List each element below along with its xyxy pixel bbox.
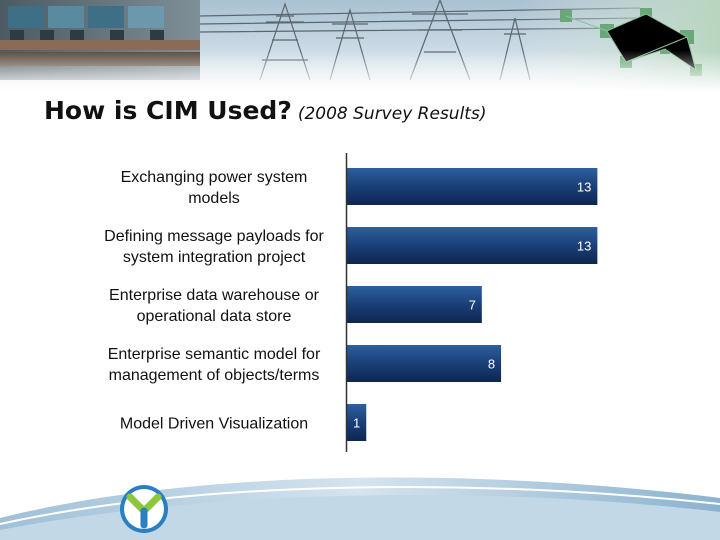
bar-value-label-4: 8	[488, 357, 495, 372]
category-label-1: Exchanging power system models	[121, 169, 308, 207]
survey-bar-chart: 13 13 7 8 1 Exchanging power system models Def…	[104, 153, 598, 452]
category-label-5: Model Driven Visualization	[120, 416, 308, 433]
bar-value-label-3: 7	[469, 298, 476, 313]
category-label-2: Defining message payloads for system inte…	[104, 228, 324, 266]
bar-2	[347, 227, 598, 264]
bar-value-label-2: 13	[577, 239, 591, 254]
bar-5	[347, 404, 367, 441]
cim-logo-icon	[120, 485, 168, 533]
slide-title-main: How is CIM Used?	[44, 96, 292, 125]
slide-subtitle: (2008 Survey Results)	[297, 104, 487, 124]
bar-value-label-1: 13	[577, 180, 591, 195]
category-label-3: Enterprise data warehouse or operational …	[109, 287, 320, 325]
bar-3	[347, 286, 482, 323]
header-banner-image	[0, 0, 720, 92]
category-label-4: Enterprise semantic model for management …	[108, 346, 321, 384]
slide-title: How is CIM Used? (2008 Survey Results)	[44, 90, 486, 127]
bar-value-label-5: 1	[353, 416, 360, 431]
footer-swoosh	[0, 477, 720, 540]
bar-4	[347, 345, 502, 382]
bar-1	[347, 168, 598, 205]
